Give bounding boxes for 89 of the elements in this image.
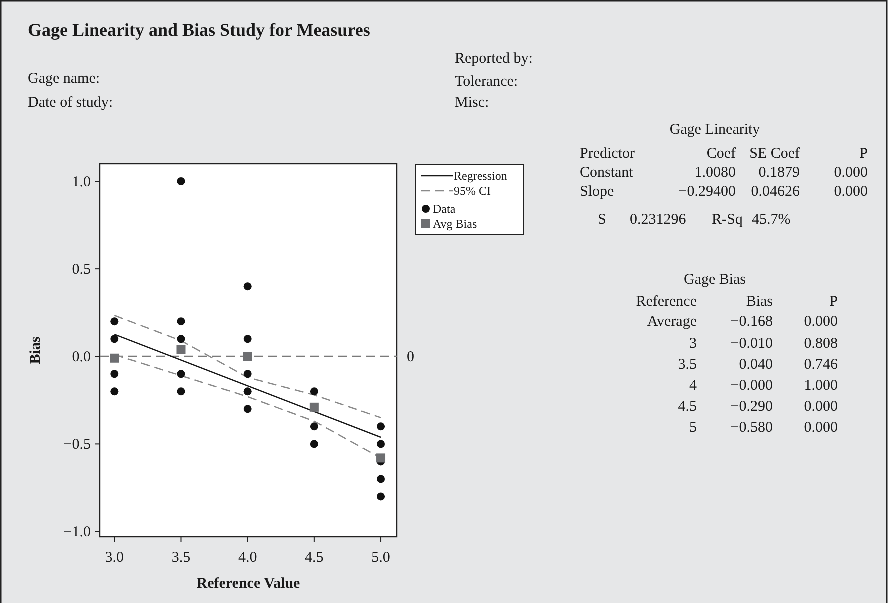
point — [377, 475, 386, 484]
text: Tolerance: — [455, 74, 518, 90]
text: 45.7% — [752, 212, 791, 228]
text: P — [860, 146, 868, 162]
point — [110, 388, 119, 396]
point — [177, 335, 186, 344]
x-tick-label: 5.0 — [372, 550, 390, 566]
text: Bias — [746, 294, 774, 310]
text: −0.580 — [730, 420, 773, 436]
text: Misc: — [455, 95, 490, 111]
text: 0.746 — [804, 357, 838, 373]
point — [310, 422, 318, 431]
text: 0.231296 — [630, 212, 687, 228]
point — [244, 335, 252, 344]
chart-title: Gage Linearity and Bias Study for Measures — [28, 20, 370, 40]
text: Coef — [706, 146, 736, 162]
x-axis-title: Reference Value — [196, 576, 301, 592]
x-tick-label: 4.0 — [238, 550, 258, 566]
point — [243, 352, 252, 362]
text: 1.000 — [804, 378, 838, 394]
point — [310, 440, 318, 448]
text: 0.04626 — [751, 184, 800, 200]
point — [110, 318, 119, 326]
point — [177, 318, 186, 326]
y-tick-label: 0.5 — [72, 262, 91, 278]
x-tick-label: 3.5 — [172, 550, 191, 566]
legend-label: 95% CI — [454, 184, 491, 198]
y-axis-title: Bias — [28, 336, 44, 364]
point — [377, 440, 386, 448]
text: Average — [647, 314, 698, 330]
legend-label: Avg Bias — [433, 217, 478, 231]
text: 0.808 — [804, 336, 838, 352]
text: 3 — [690, 336, 697, 352]
y-tick-label: −1.0 — [64, 524, 91, 541]
text: 0.000 — [834, 184, 868, 200]
point — [244, 388, 252, 396]
text: Reference — [636, 294, 698, 310]
point — [244, 370, 252, 378]
text: 0.000 — [834, 165, 868, 181]
text: Predictor — [580, 146, 635, 162]
text: −0.290 — [730, 399, 773, 415]
point — [110, 370, 119, 378]
x-tick-label: 4.5 — [305, 550, 324, 566]
text: 0.000 — [804, 420, 838, 436]
text: Slope — [580, 184, 615, 200]
point — [177, 388, 186, 396]
point — [177, 178, 186, 186]
text: 0.040 — [739, 357, 773, 373]
y-tick-label: −0.5 — [64, 437, 91, 454]
point — [244, 405, 252, 414]
text: −0.000 — [730, 378, 773, 394]
text: 3.5 — [678, 357, 697, 373]
legend-label: Data — [433, 202, 456, 216]
y-tick-label: 0.0 — [72, 350, 91, 366]
text: S — [598, 212, 606, 228]
point — [377, 492, 386, 501]
point — [110, 335, 119, 344]
text: Constant — [580, 165, 634, 181]
point — [377, 422, 386, 431]
text: 1.0080 — [694, 165, 736, 181]
point — [176, 345, 186, 354]
text: P — [830, 294, 838, 310]
text: 4.5 — [678, 399, 697, 415]
text: Date of study: — [28, 95, 113, 111]
text: Gage Linearity — [670, 122, 761, 138]
text: 4 — [690, 378, 698, 394]
text: 0.000 — [804, 399, 838, 415]
text: −0.29400 — [678, 184, 736, 200]
point — [177, 370, 186, 378]
point — [376, 454, 386, 463]
text: SE Coef — [750, 146, 800, 162]
text: 5 — [690, 420, 697, 436]
point — [310, 402, 319, 412]
text: −0.168 — [730, 314, 773, 330]
point — [310, 388, 318, 396]
text: R-Sq — [712, 212, 744, 228]
text: −0.010 — [730, 336, 773, 352]
point — [110, 354, 120, 363]
x-tick-label: 3.0 — [105, 550, 124, 566]
line-series — [114, 315, 382, 419]
text: 0.000 — [804, 314, 838, 330]
ref-line-label: 0 — [407, 350, 414, 366]
y-tick-label: 1.0 — [72, 174, 91, 191]
text: 0.1879 — [758, 165, 800, 181]
text: Reported by: — [455, 51, 533, 67]
text: Gage Bias — [684, 272, 746, 288]
text: Gage name: — [28, 71, 100, 87]
legend-label: Regression — [454, 169, 508, 183]
point — [244, 282, 252, 291]
